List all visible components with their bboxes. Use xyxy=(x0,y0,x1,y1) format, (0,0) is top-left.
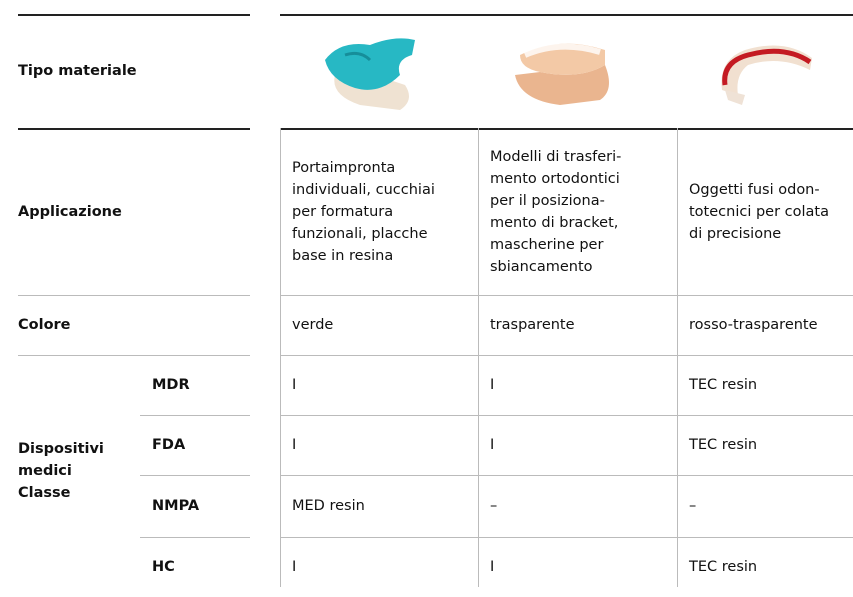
text-line: totecnici per colata xyxy=(689,203,829,220)
rule xyxy=(280,14,853,16)
rule xyxy=(280,355,853,356)
text-line: mascherine per xyxy=(490,236,604,253)
rule xyxy=(280,295,853,296)
cell: TEC resin xyxy=(689,377,758,393)
text-line: Dispositivi xyxy=(18,441,104,457)
rule xyxy=(140,537,250,538)
rule xyxy=(140,475,250,476)
cell: MED resin xyxy=(292,498,365,514)
text-line: per formatura xyxy=(292,203,394,220)
text-line: Modelli di trasferi- xyxy=(490,148,622,165)
rule xyxy=(280,537,853,538)
row-label: Colore xyxy=(18,317,71,333)
rule xyxy=(280,475,853,476)
row-label: FDA xyxy=(152,437,186,453)
rule xyxy=(478,128,479,587)
rule xyxy=(280,415,853,416)
text-line: individuali, cucchiai xyxy=(292,181,435,198)
cell: I xyxy=(292,437,297,453)
cell: I xyxy=(292,377,297,393)
text-line: mento ortodontici xyxy=(490,170,620,187)
transparent-model xyxy=(515,43,609,105)
cell: I xyxy=(292,559,297,575)
cell: I xyxy=(490,377,495,393)
text-line: base in resina xyxy=(292,247,394,264)
row-label: Applicazione xyxy=(18,203,122,220)
cell: rosso-trasparente xyxy=(689,317,818,333)
cell: Oggetti fusi odon-totecnici per colata di… xyxy=(689,128,853,295)
text-line: sbiancamento xyxy=(490,258,593,275)
text-line: medici xyxy=(18,463,72,479)
cell: Portaimpronta individuali, cucchiai per fo… xyxy=(292,128,472,295)
text-line: di precisione xyxy=(689,225,782,242)
red-model xyxy=(721,45,812,105)
rule xyxy=(18,14,250,16)
material-images xyxy=(325,38,812,110)
cell: TEC resin xyxy=(689,437,758,453)
green-model xyxy=(325,38,415,110)
text-line: Portaimpronta xyxy=(292,159,396,176)
row-label: Tipo materiale xyxy=(18,63,137,79)
text-line: mento di bracket, xyxy=(490,214,619,231)
rule xyxy=(677,128,678,587)
cell: I xyxy=(490,437,495,453)
row-label: Dispositivi medici Classe xyxy=(18,355,138,587)
rule xyxy=(280,128,853,130)
row-label: MDR xyxy=(152,377,190,393)
rule xyxy=(140,415,250,416)
text-line: Classe xyxy=(18,485,71,501)
rule xyxy=(18,355,250,356)
cell: – xyxy=(490,498,498,514)
row-label: NMPA xyxy=(152,498,200,514)
text-line: funzionali, placche xyxy=(292,225,428,242)
rule xyxy=(18,128,250,130)
rule xyxy=(18,295,250,296)
rule xyxy=(280,128,281,587)
text-line: Oggetti fusi odon- xyxy=(689,181,820,198)
cell: I xyxy=(490,559,495,575)
cell: trasparente xyxy=(490,317,575,333)
row-label: HC xyxy=(152,559,175,575)
cell: TEC resin xyxy=(689,559,758,575)
text-line: per il posiziona- xyxy=(490,192,605,209)
cell: verde xyxy=(292,317,334,333)
cell: Modelli di trasferi-mento ortodontici per… xyxy=(490,128,670,295)
cell: – xyxy=(689,498,697,514)
